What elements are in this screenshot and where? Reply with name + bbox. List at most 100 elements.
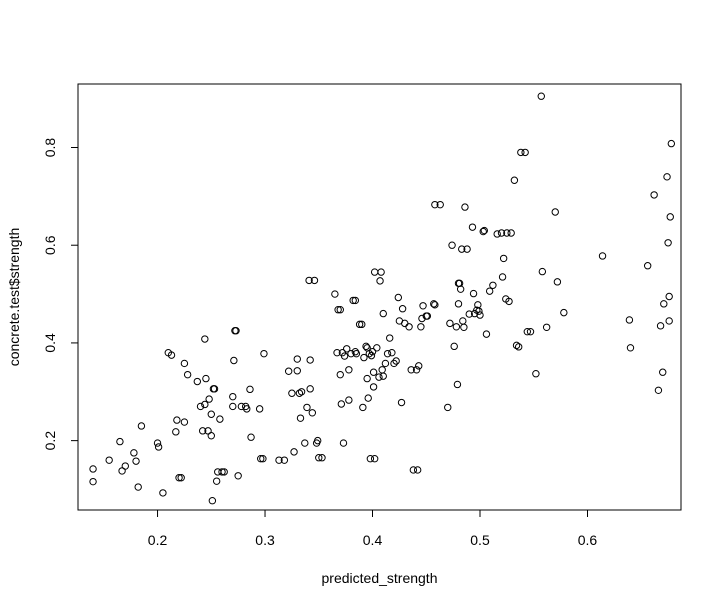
data-point bbox=[201, 335, 209, 343]
data-point bbox=[207, 432, 215, 440]
data-point bbox=[401, 319, 409, 328]
data-point bbox=[476, 311, 484, 319]
y-axis: 0.2 0.4 0.6 0.8 bbox=[42, 138, 79, 450]
data-point bbox=[665, 317, 673, 325]
data-point bbox=[293, 355, 301, 363]
data-point bbox=[255, 405, 264, 413]
data-point bbox=[517, 148, 525, 157]
data-point bbox=[388, 348, 396, 357]
x-tick-label: 0.2 bbox=[148, 532, 168, 548]
data-point bbox=[625, 316, 634, 324]
data-point bbox=[167, 351, 176, 359]
data-point bbox=[89, 477, 97, 486]
data-point bbox=[510, 176, 519, 184]
data-point bbox=[460, 323, 468, 331]
x-tick-label: 0.3 bbox=[255, 532, 275, 548]
data-point bbox=[514, 343, 523, 351]
data-point bbox=[503, 229, 511, 237]
data-point bbox=[598, 252, 607, 260]
data-point bbox=[392, 357, 400, 365]
data-point bbox=[296, 414, 305, 422]
data-point bbox=[345, 366, 353, 374]
data-point bbox=[377, 268, 385, 276]
data-point bbox=[89, 465, 97, 473]
data-point bbox=[246, 385, 254, 394]
data-point bbox=[430, 300, 438, 308]
data-point bbox=[446, 319, 454, 328]
data-point bbox=[208, 497, 217, 505]
data-point bbox=[183, 370, 192, 379]
data-point bbox=[493, 230, 501, 238]
data-point bbox=[398, 305, 407, 313]
data-point bbox=[295, 389, 304, 397]
data-point bbox=[368, 348, 377, 356]
x-axis-title: predicted_strength bbox=[322, 570, 438, 586]
data-point bbox=[154, 443, 163, 451]
data-point bbox=[551, 208, 559, 216]
data-point bbox=[665, 292, 673, 301]
data-point bbox=[293, 367, 301, 375]
data-point bbox=[121, 462, 129, 470]
data-point bbox=[409, 466, 418, 474]
data-point bbox=[159, 489, 167, 497]
data-point bbox=[280, 456, 289, 464]
data-point bbox=[538, 267, 547, 276]
data-point bbox=[654, 386, 663, 395]
data-point bbox=[134, 483, 142, 491]
data-point bbox=[373, 344, 381, 352]
data-point bbox=[347, 349, 355, 358]
data-point bbox=[207, 410, 215, 418]
data-point bbox=[553, 278, 562, 286]
data-point bbox=[257, 455, 265, 463]
data-point bbox=[172, 428, 180, 436]
data-point bbox=[386, 334, 394, 342]
data-point bbox=[137, 422, 146, 430]
data-point bbox=[210, 385, 219, 393]
data-point bbox=[436, 200, 444, 209]
data-point bbox=[116, 437, 124, 446]
data-point bbox=[351, 296, 360, 305]
data-point bbox=[542, 323, 551, 331]
data-point bbox=[232, 327, 240, 335]
data-point bbox=[177, 474, 185, 482]
data-point bbox=[180, 359, 189, 368]
data-point bbox=[523, 327, 531, 336]
data-point bbox=[105, 456, 113, 464]
data-point bbox=[331, 290, 339, 298]
data-point bbox=[275, 456, 283, 464]
data-point bbox=[415, 362, 423, 370]
x-tick-label: 0.4 bbox=[363, 532, 383, 548]
data-point bbox=[218, 468, 226, 476]
data-point bbox=[666, 213, 674, 221]
data-point bbox=[259, 455, 267, 463]
data-point bbox=[465, 310, 473, 318]
data-point bbox=[360, 353, 368, 362]
data-point bbox=[318, 454, 326, 462]
data-point bbox=[643, 262, 652, 270]
data-point bbox=[229, 392, 237, 401]
data-point bbox=[453, 380, 462, 389]
data-point bbox=[431, 301, 439, 309]
data-point bbox=[153, 439, 162, 447]
data-point bbox=[202, 374, 210, 383]
data-point bbox=[198, 427, 207, 435]
data-point bbox=[454, 300, 463, 308]
data-point bbox=[656, 322, 665, 330]
data-point bbox=[333, 348, 341, 357]
data-point bbox=[370, 455, 379, 463]
data-point bbox=[290, 448, 298, 456]
data-point bbox=[532, 369, 540, 378]
data-points bbox=[89, 92, 676, 505]
data-point bbox=[560, 308, 568, 317]
data-point bbox=[394, 293, 403, 302]
data-point bbox=[359, 403, 367, 412]
data-point bbox=[397, 398, 406, 407]
data-point bbox=[229, 402, 237, 411]
data-point bbox=[345, 396, 353, 404]
x-axis: 0.2 0.3 0.4 0.5 0.6 bbox=[148, 509, 597, 548]
data-point bbox=[378, 366, 386, 374]
data-point bbox=[407, 366, 415, 374]
data-point bbox=[196, 402, 205, 411]
data-point bbox=[479, 227, 487, 236]
data-point bbox=[468, 223, 477, 231]
